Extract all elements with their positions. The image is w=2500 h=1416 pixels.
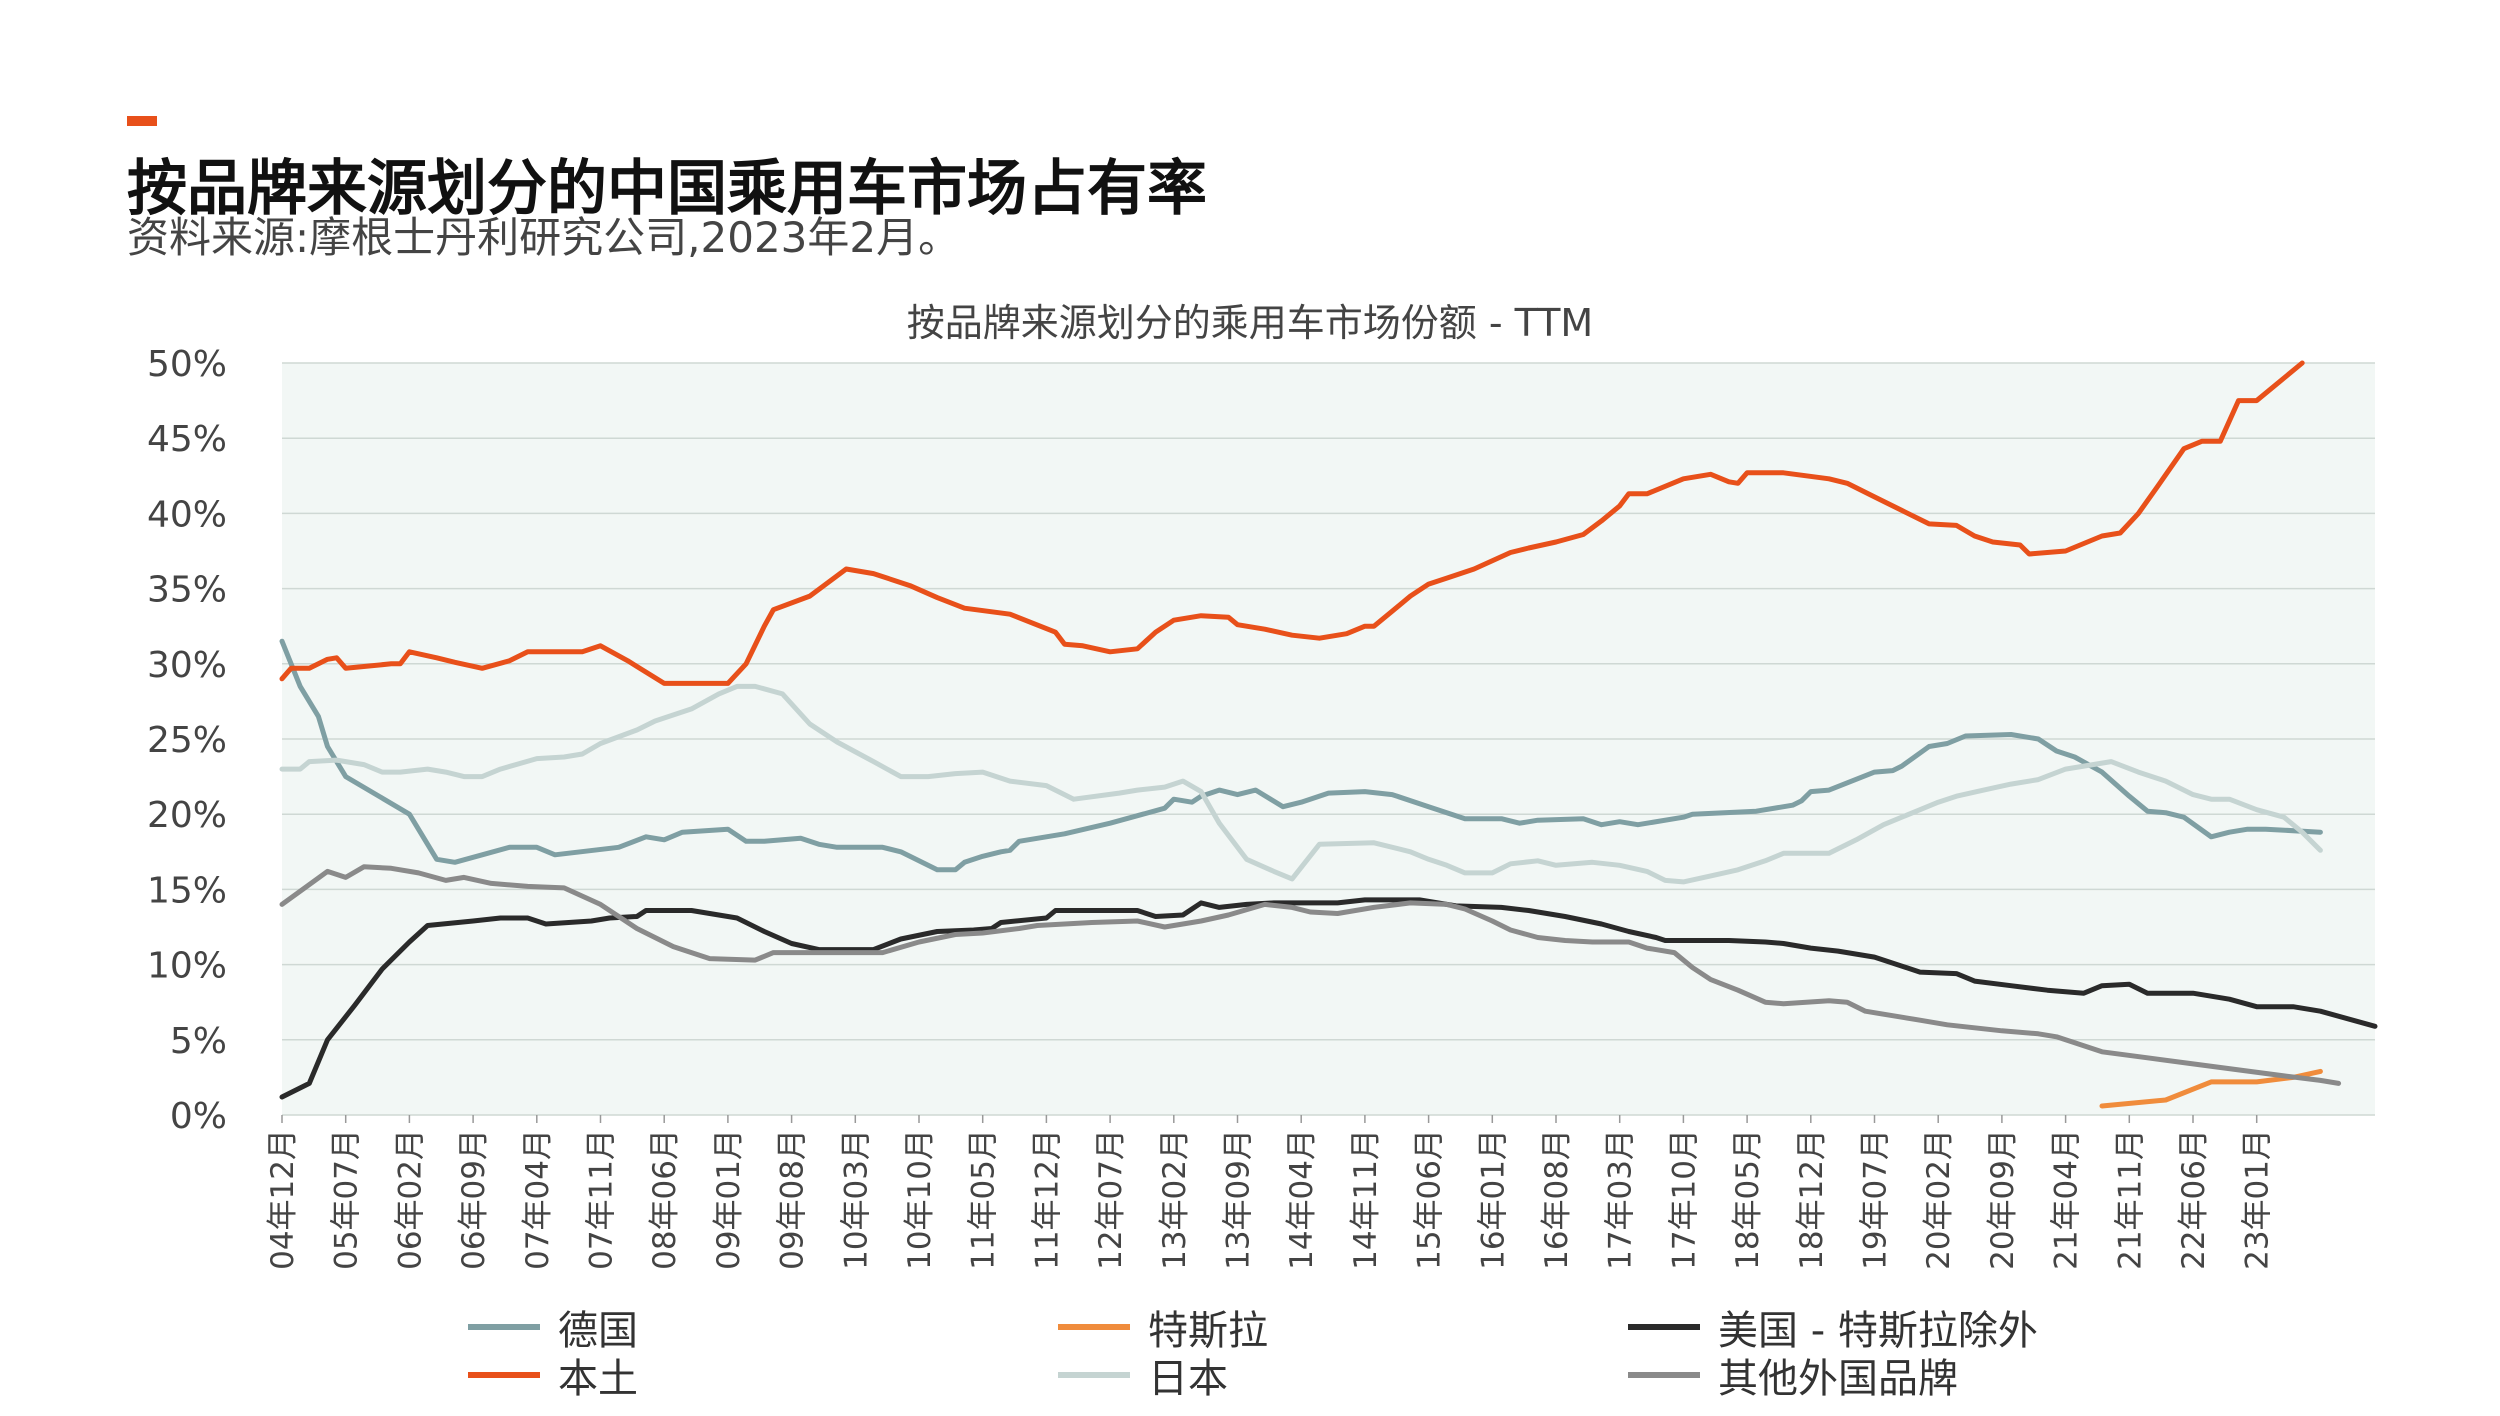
x-tick-label: 17年03月: [1603, 1129, 1639, 1270]
x-tick-label: 21年11月: [2112, 1129, 2148, 1270]
legend-swatch-germany: [468, 1324, 540, 1330]
legend-label-tesla: 特斯拉: [1148, 1308, 1268, 1354]
legend-label-japan: 日本: [1148, 1356, 1228, 1402]
series-line-5: [279, 864, 2342, 1086]
x-tick-label: 19年07月: [1858, 1129, 1894, 1270]
legend-item-japan: 日本: [1058, 1350, 1228, 1402]
x-tick-label: 11年05月: [966, 1129, 1002, 1270]
legend-swatch-other-foreign: [1628, 1372, 1700, 1378]
x-tick-label: 17年10月: [1666, 1129, 1702, 1270]
page-title: 按品牌来源划分的中国乘用车市场占有率: [127, 154, 1207, 224]
y-tick-label: 25%: [147, 720, 227, 761]
x-tick-label: 18年12月: [1794, 1129, 1830, 1270]
y-tick-label: 15%: [147, 870, 227, 911]
x-tick-label: 16年01月: [1475, 1129, 1511, 1270]
chart-title: 按品牌来源划分的乘用车市场份额 - TTM: [906, 301, 1594, 345]
y-tick-label: 40%: [147, 494, 227, 535]
x-tick-label: 06年09月: [456, 1129, 492, 1270]
x-tick-label: 22年06月: [2176, 1129, 2212, 1270]
x-tick-label: 14年04月: [1284, 1129, 1320, 1270]
x-tick-label: 09年01月: [711, 1129, 747, 1270]
x-tick-label: 21年04月: [2049, 1129, 2085, 1270]
x-tick-label: 23年01月: [2240, 1129, 2276, 1270]
y-tick-label: 10%: [147, 946, 227, 987]
y-tick-label: 5%: [170, 1021, 227, 1062]
x-tick-label: 08年06月: [647, 1129, 683, 1270]
x-tick-label: 04年12月: [265, 1129, 301, 1270]
series-lines: [279, 360, 2378, 1109]
y-tick-label: 35%: [147, 570, 227, 611]
legend-label-germany: 德国: [558, 1308, 638, 1354]
x-tick-label: 07年04月: [520, 1129, 556, 1270]
legend-swatch-usa-ex-tesla: [1628, 1324, 1700, 1330]
series-line-0: [279, 638, 2323, 873]
x-tick-label: 05年07月: [329, 1129, 365, 1270]
series-line-1: [279, 360, 2305, 686]
x-tick-label: 14年11月: [1348, 1129, 1384, 1270]
source-note: 资料来源:摩根士丹利研究公司,2023年2月。: [127, 213, 961, 262]
x-tick-label: 20年02月: [1921, 1129, 1957, 1270]
y-tick-label: 50%: [147, 344, 227, 385]
series-line-3: [279, 897, 2378, 1100]
legend-item-domestic: 本土: [468, 1350, 638, 1402]
legend-label-domestic: 本土: [558, 1356, 638, 1402]
legend-label-other-foreign: 其他外国品牌: [1718, 1356, 1958, 1402]
x-tick-label: 20年09月: [1985, 1129, 2021, 1270]
y-tick-label: 30%: [147, 645, 227, 686]
legend-item-germany: 德国: [468, 1302, 638, 1354]
x-tick-label: 15年06月: [1412, 1129, 1448, 1270]
x-tick-label: 11年12月: [1029, 1129, 1065, 1270]
x-axis-ticks: 04年12月 05年07月 06年02月 06年09月 07年04月 07年11月 08年0…: [265, 1115, 2276, 1270]
y-tick-label: 0%: [170, 1096, 227, 1137]
legend-item-other-foreign: 其他外国品牌: [1628, 1350, 1958, 1402]
title-accent-bar: [127, 116, 157, 126]
x-tick-label: 13年09月: [1221, 1129, 1257, 1270]
series-line-2: [279, 683, 2323, 885]
legend-swatch-tesla: [1058, 1324, 1130, 1330]
x-tick-label: 10年03月: [838, 1129, 874, 1270]
y-tick-label: 45%: [147, 419, 227, 460]
legend-label-usa-ex-tesla: 美国 - 特斯拉除外: [1718, 1308, 2038, 1354]
x-tick-label: 13年02月: [1157, 1129, 1193, 1270]
legend-swatch-domestic: [468, 1372, 540, 1378]
x-tick-label: 07年11月: [584, 1129, 620, 1270]
y-tick-label: 20%: [147, 795, 227, 836]
legend-item-usa-ex-tesla: 美国 - 特斯拉除外: [1628, 1302, 2038, 1354]
x-tick-label: 18年05月: [1730, 1129, 1766, 1270]
x-tick-label: 10年10月: [902, 1129, 938, 1270]
x-tick-label: 06年02月: [392, 1129, 428, 1270]
x-tick-label: 12年07月: [1093, 1129, 1129, 1270]
legend: 德国 本土 特斯拉 日本 美国 - 特斯拉除外 其他外国品牌: [0, 1290, 2500, 1410]
x-tick-label: 16年08月: [1539, 1129, 1575, 1270]
y-axis-ticks: 0% 5% 10% 15% 20% 25% 30% 35% 40% 45% 50%: [147, 344, 227, 1137]
x-tick-label: 09年08月: [775, 1129, 811, 1270]
legend-swatch-japan: [1058, 1372, 1130, 1378]
legend-item-tesla: 特斯拉: [1058, 1302, 1268, 1354]
line-chart: 0% 5% 10% 15% 20% 25% 30% 35% 40% 45% 50% 04年12月 05…: [147, 344, 2378, 1270]
